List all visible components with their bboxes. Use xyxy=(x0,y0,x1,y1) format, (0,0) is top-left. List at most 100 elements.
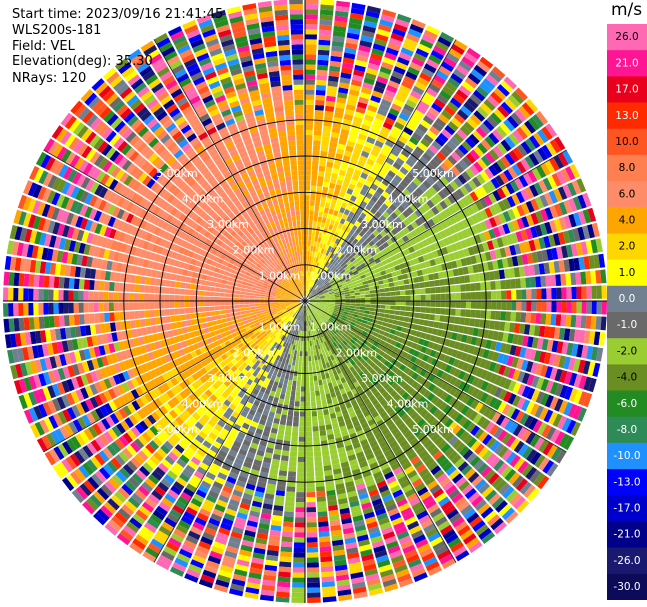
gate-cell xyxy=(307,592,321,598)
gate-cell xyxy=(307,292,311,297)
gate-cell xyxy=(310,288,314,293)
gate-cell xyxy=(313,284,318,290)
gate-cell xyxy=(277,581,291,588)
gate-cell xyxy=(326,377,332,384)
gate-cell xyxy=(570,272,577,286)
gate-cell xyxy=(370,207,378,215)
gate-cell xyxy=(425,301,431,307)
gate-cell xyxy=(358,96,369,105)
gate-cell xyxy=(306,471,315,478)
gate-cell xyxy=(321,399,327,406)
gate-cell xyxy=(381,178,390,187)
gate-cell xyxy=(404,284,410,290)
gate-cell xyxy=(395,139,406,149)
gate-cell xyxy=(430,49,445,61)
gate-cell xyxy=(389,309,396,315)
gate-cell xyxy=(440,301,446,308)
gate-cell xyxy=(394,310,401,316)
gate-cell xyxy=(298,340,301,347)
gate-cell xyxy=(327,251,333,258)
gate-cell xyxy=(328,75,339,82)
gate-cell xyxy=(357,49,370,58)
gate-cell xyxy=(335,184,342,191)
gate-cell xyxy=(306,542,318,548)
gate-cell xyxy=(336,179,343,186)
gate-cell xyxy=(314,125,323,131)
gate-cell xyxy=(342,57,355,65)
gate-cell xyxy=(314,120,323,126)
gate-cell xyxy=(332,194,339,201)
gate-cell xyxy=(420,138,431,148)
gate-cell xyxy=(402,162,412,172)
gate-cell xyxy=(375,157,385,166)
gate-cell xyxy=(382,94,394,103)
gate-cell xyxy=(389,286,395,292)
gate-cell xyxy=(306,281,308,287)
gate-cell xyxy=(320,145,329,152)
gate-cell xyxy=(430,294,436,301)
gate-cell xyxy=(466,47,481,60)
gate-cell xyxy=(279,419,287,426)
gate-cell xyxy=(316,84,326,91)
gate-cell xyxy=(439,315,446,322)
gate-cell xyxy=(308,271,312,277)
gate-cell xyxy=(376,135,387,144)
gate-cell xyxy=(294,365,299,372)
gate-cell xyxy=(403,103,415,113)
gate-cell xyxy=(470,292,477,300)
gate-cell xyxy=(278,470,288,477)
gate-cell xyxy=(325,166,333,173)
gate-cell xyxy=(306,552,319,558)
gate-cell xyxy=(324,223,330,229)
gate-cell xyxy=(320,561,333,568)
gate-cell xyxy=(322,130,331,137)
gate-cell xyxy=(305,44,317,50)
gate-cell xyxy=(291,360,296,366)
gate-cell xyxy=(343,176,351,184)
gate-cell xyxy=(325,234,330,240)
gate-cell xyxy=(526,289,532,300)
gate-cell xyxy=(490,281,496,290)
gate-cell xyxy=(292,582,305,588)
gate-cell xyxy=(309,340,313,346)
gate-cell xyxy=(415,104,427,115)
gate-cell xyxy=(368,199,376,207)
gate-cell xyxy=(376,187,385,195)
gate-cell xyxy=(376,28,391,38)
gate-cell xyxy=(350,298,356,301)
gate-cell xyxy=(341,202,348,209)
gate-cell xyxy=(355,298,361,301)
gate-cell xyxy=(312,160,319,166)
gate-cell xyxy=(380,148,390,157)
gate-cell xyxy=(311,170,318,176)
gate-cell xyxy=(370,53,383,62)
gate-cell xyxy=(541,301,547,312)
gate-cell xyxy=(284,501,295,508)
gate-cell xyxy=(560,273,567,286)
gate-cell xyxy=(359,128,369,137)
gate-cell xyxy=(436,94,449,105)
gate-cell xyxy=(310,288,315,294)
gate-cell xyxy=(317,237,322,243)
gate-cell xyxy=(420,288,426,295)
gate-cell xyxy=(305,291,307,296)
gate-cell xyxy=(322,596,337,603)
gate-cell xyxy=(450,97,462,109)
gate-cell xyxy=(305,175,311,181)
gate-cell xyxy=(495,280,501,290)
gate-cell xyxy=(343,220,350,227)
gate-cell xyxy=(300,396,305,402)
gate-cell xyxy=(340,72,352,80)
gate-cell xyxy=(319,227,324,233)
gate-cell xyxy=(419,313,426,319)
gate-cell xyxy=(359,155,368,163)
gate-cell xyxy=(344,47,357,55)
gate-cell xyxy=(314,205,320,212)
gate-cell xyxy=(511,289,517,300)
gate-cell xyxy=(308,276,311,282)
gate-cell xyxy=(314,110,324,116)
gate-cell xyxy=(328,187,335,194)
gate-cell xyxy=(318,170,325,177)
gate-cell xyxy=(295,517,305,523)
gate-cell xyxy=(321,259,326,265)
